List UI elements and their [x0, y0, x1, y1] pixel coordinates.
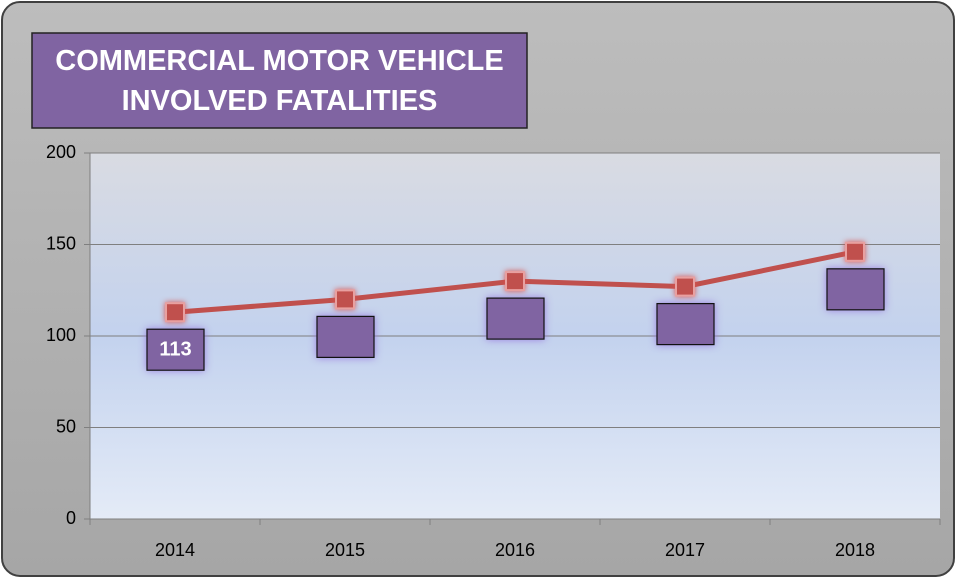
y-tick-label: 0: [66, 508, 76, 528]
y-tick-label: 150: [46, 233, 76, 253]
data-label-box: [656, 302, 715, 346]
point: [675, 276, 695, 297]
y-tick-label: 200: [46, 142, 76, 162]
title-box: [31, 32, 528, 129]
data-label-box: [146, 328, 205, 371]
data-label-box: [826, 268, 885, 311]
title-wrap: COMMERCIAL MOTOR VEHICLE INVOLVED FATALI…: [55, 44, 504, 117]
point: [335, 289, 355, 310]
chart-title: COMMERCIAL MOTOR VEHICLE INVOLVED FATALI…: [55, 44, 504, 117]
y-tick-label: 50: [56, 416, 76, 436]
data-label: 113: [159, 338, 191, 360]
x-tick-label: 2017: [665, 540, 705, 560]
x-tick-label: 2014: [155, 540, 195, 560]
point: [845, 241, 865, 262]
data-label-box: [316, 315, 375, 358]
point: [505, 271, 525, 292]
y-tick-label: 100: [46, 325, 76, 345]
data-label-box: [486, 297, 545, 340]
x-tick-label: 2015: [325, 540, 365, 560]
x-tick-label: 2018: [835, 540, 875, 560]
point: [165, 302, 185, 323]
x-tick-label: 2016: [495, 540, 535, 560]
